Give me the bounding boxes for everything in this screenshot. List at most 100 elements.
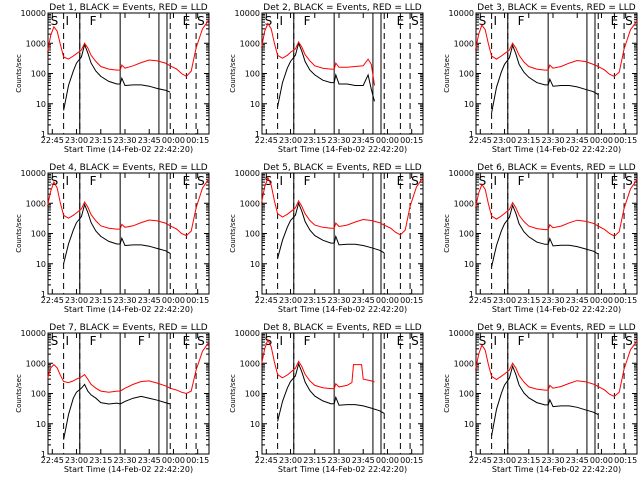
y-tick-label: 1: [41, 450, 46, 459]
y-tick-label: 10000: [21, 9, 46, 18]
x-tick-label: 23:45: [566, 456, 589, 465]
region-label: E: [183, 334, 191, 348]
y-tick-label: 100: [459, 70, 474, 79]
y-tick-label: 1: [469, 290, 474, 299]
x-tick-label: 23:15: [89, 296, 112, 305]
region-label: I: [280, 14, 284, 28]
x-tick-label: 23:15: [517, 296, 540, 305]
region-label: E: [611, 174, 619, 188]
x-tick-label: 23:45: [352, 296, 375, 305]
x-tick-label: 23:00: [65, 136, 88, 145]
x-tick-label: 23:15: [303, 456, 326, 465]
events-series-line: [277, 362, 385, 422]
panel-title: Det 4, BLACK = Events, RED = LLD: [49, 163, 208, 173]
region-label: S: [411, 14, 419, 28]
region-label: S: [197, 334, 205, 348]
x-tick-label: 22:45: [41, 296, 64, 305]
x-tick-label: 23:30: [113, 296, 136, 305]
y-tick-label: 10000: [235, 329, 260, 338]
y-tick-label: 1: [469, 130, 474, 139]
lld-series-line: [47, 178, 210, 237]
y-tick-label: 100: [31, 390, 46, 399]
x-tick-label: 00:15: [614, 296, 637, 305]
region-label: I: [494, 14, 498, 28]
region-label: S: [411, 334, 419, 348]
region-label: S: [197, 174, 205, 188]
region-label: E: [397, 334, 405, 348]
lld-series-line: [47, 19, 210, 78]
region-label: S: [479, 14, 487, 28]
region-label: F: [518, 334, 525, 348]
region-label: S: [411, 174, 419, 188]
y-tick-label: 10000: [449, 329, 474, 338]
detector-panel: Det 4, BLACK = Events, RED = LLD 1 10 100 10…: [15, 163, 210, 314]
lld-series-line: [475, 340, 638, 397]
region-label: I: [280, 334, 284, 348]
y-tick-label: 10000: [21, 329, 46, 338]
x-tick-label: 23:30: [327, 456, 350, 465]
x-tick-label: 00:15: [400, 456, 423, 465]
panel-title: Det 5, BLACK = Events, RED = LLD: [263, 163, 422, 173]
x-tick-label: 22:45: [469, 136, 492, 145]
x-tick-label: 23:45: [138, 296, 161, 305]
x-tick-label: 23:00: [279, 296, 302, 305]
region-label: S: [625, 14, 633, 28]
panel-title: Det 3, BLACK = Events, RED = LLD: [477, 3, 636, 13]
region-label: I: [66, 174, 70, 188]
region-label: F: [304, 174, 311, 188]
x-tick-label: 00:00: [376, 456, 399, 465]
y-tick-label: 100: [459, 230, 474, 239]
events-series-line: [491, 364, 599, 436]
y-tick-label: 1000: [26, 39, 46, 48]
y-tick-label: 10: [464, 100, 474, 109]
x-tick-label: 23:15: [517, 136, 540, 145]
x-tick-label: 23:30: [327, 296, 350, 305]
x-tick-label: 00:00: [162, 296, 185, 305]
panel-title: Det 1, BLACK = Events, RED = LLD: [49, 3, 208, 13]
x-tick-label: 00:15: [186, 136, 209, 145]
y-axis-label: Counts/sec: [443, 214, 451, 253]
y-tick-label: 1: [255, 450, 260, 459]
y-tick-label: 1: [469, 450, 474, 459]
x-tick-label: 23:45: [566, 136, 589, 145]
detector-panel: Det 6, BLACK = Events, RED = LLD 1 10 100 10…: [443, 163, 638, 314]
x-tick-label: 23:00: [65, 456, 88, 465]
region-label: F: [90, 334, 97, 348]
y-axis-label: Counts/sec: [229, 54, 237, 93]
x-tick-label: 00:00: [376, 136, 399, 145]
region-label: F: [518, 174, 525, 188]
x-tick-label: 22:45: [469, 456, 492, 465]
y-tick-label: 10000: [449, 9, 474, 18]
y-tick-label: 1000: [240, 359, 260, 368]
y-tick-label: 1000: [454, 359, 474, 368]
y-tick-label: 10: [250, 260, 260, 269]
y-tick-label: 100: [245, 390, 260, 399]
y-axis-label: Counts/sec: [15, 374, 23, 413]
y-tick-label: 10: [36, 420, 46, 429]
y-tick-label: 10: [464, 260, 474, 269]
x-axis-label: Start Time (14-Feb-02 22:42:20): [64, 145, 193, 154]
y-tick-label: 100: [31, 230, 46, 239]
panel-title: Det 8, BLACK = Events, RED = LLD: [263, 323, 422, 333]
x-tick-label: 00:00: [590, 456, 613, 465]
lld-series-line: [47, 341, 210, 395]
x-tick-label: 23:30: [541, 456, 564, 465]
x-axis-label: Start Time (14-Feb-02 22:42:20): [492, 305, 621, 314]
x-axis-label: Start Time (14-Feb-02 22:42:20): [278, 465, 407, 474]
x-tick-label: 00:00: [590, 296, 613, 305]
x-tick-label: 22:45: [255, 136, 278, 145]
x-tick-label: 23:15: [517, 456, 540, 465]
detector-panel: Det 1, BLACK = Events, RED = LLD 1 10 100 10…: [15, 3, 210, 154]
region-label: I: [66, 14, 70, 28]
x-tick-label: 23:30: [327, 136, 350, 145]
y-axis-label: Counts/sec: [229, 374, 237, 413]
region-label: S: [265, 174, 273, 188]
events-series-line: [491, 43, 599, 113]
y-axis-label: Counts/sec: [443, 374, 451, 413]
region-label: F: [304, 334, 311, 348]
x-tick-label: 23:45: [352, 136, 375, 145]
region-label: F: [90, 174, 97, 188]
panel-title: Det 7, BLACK = Events, RED = LLD: [49, 323, 208, 333]
events-series-line: [63, 42, 171, 111]
